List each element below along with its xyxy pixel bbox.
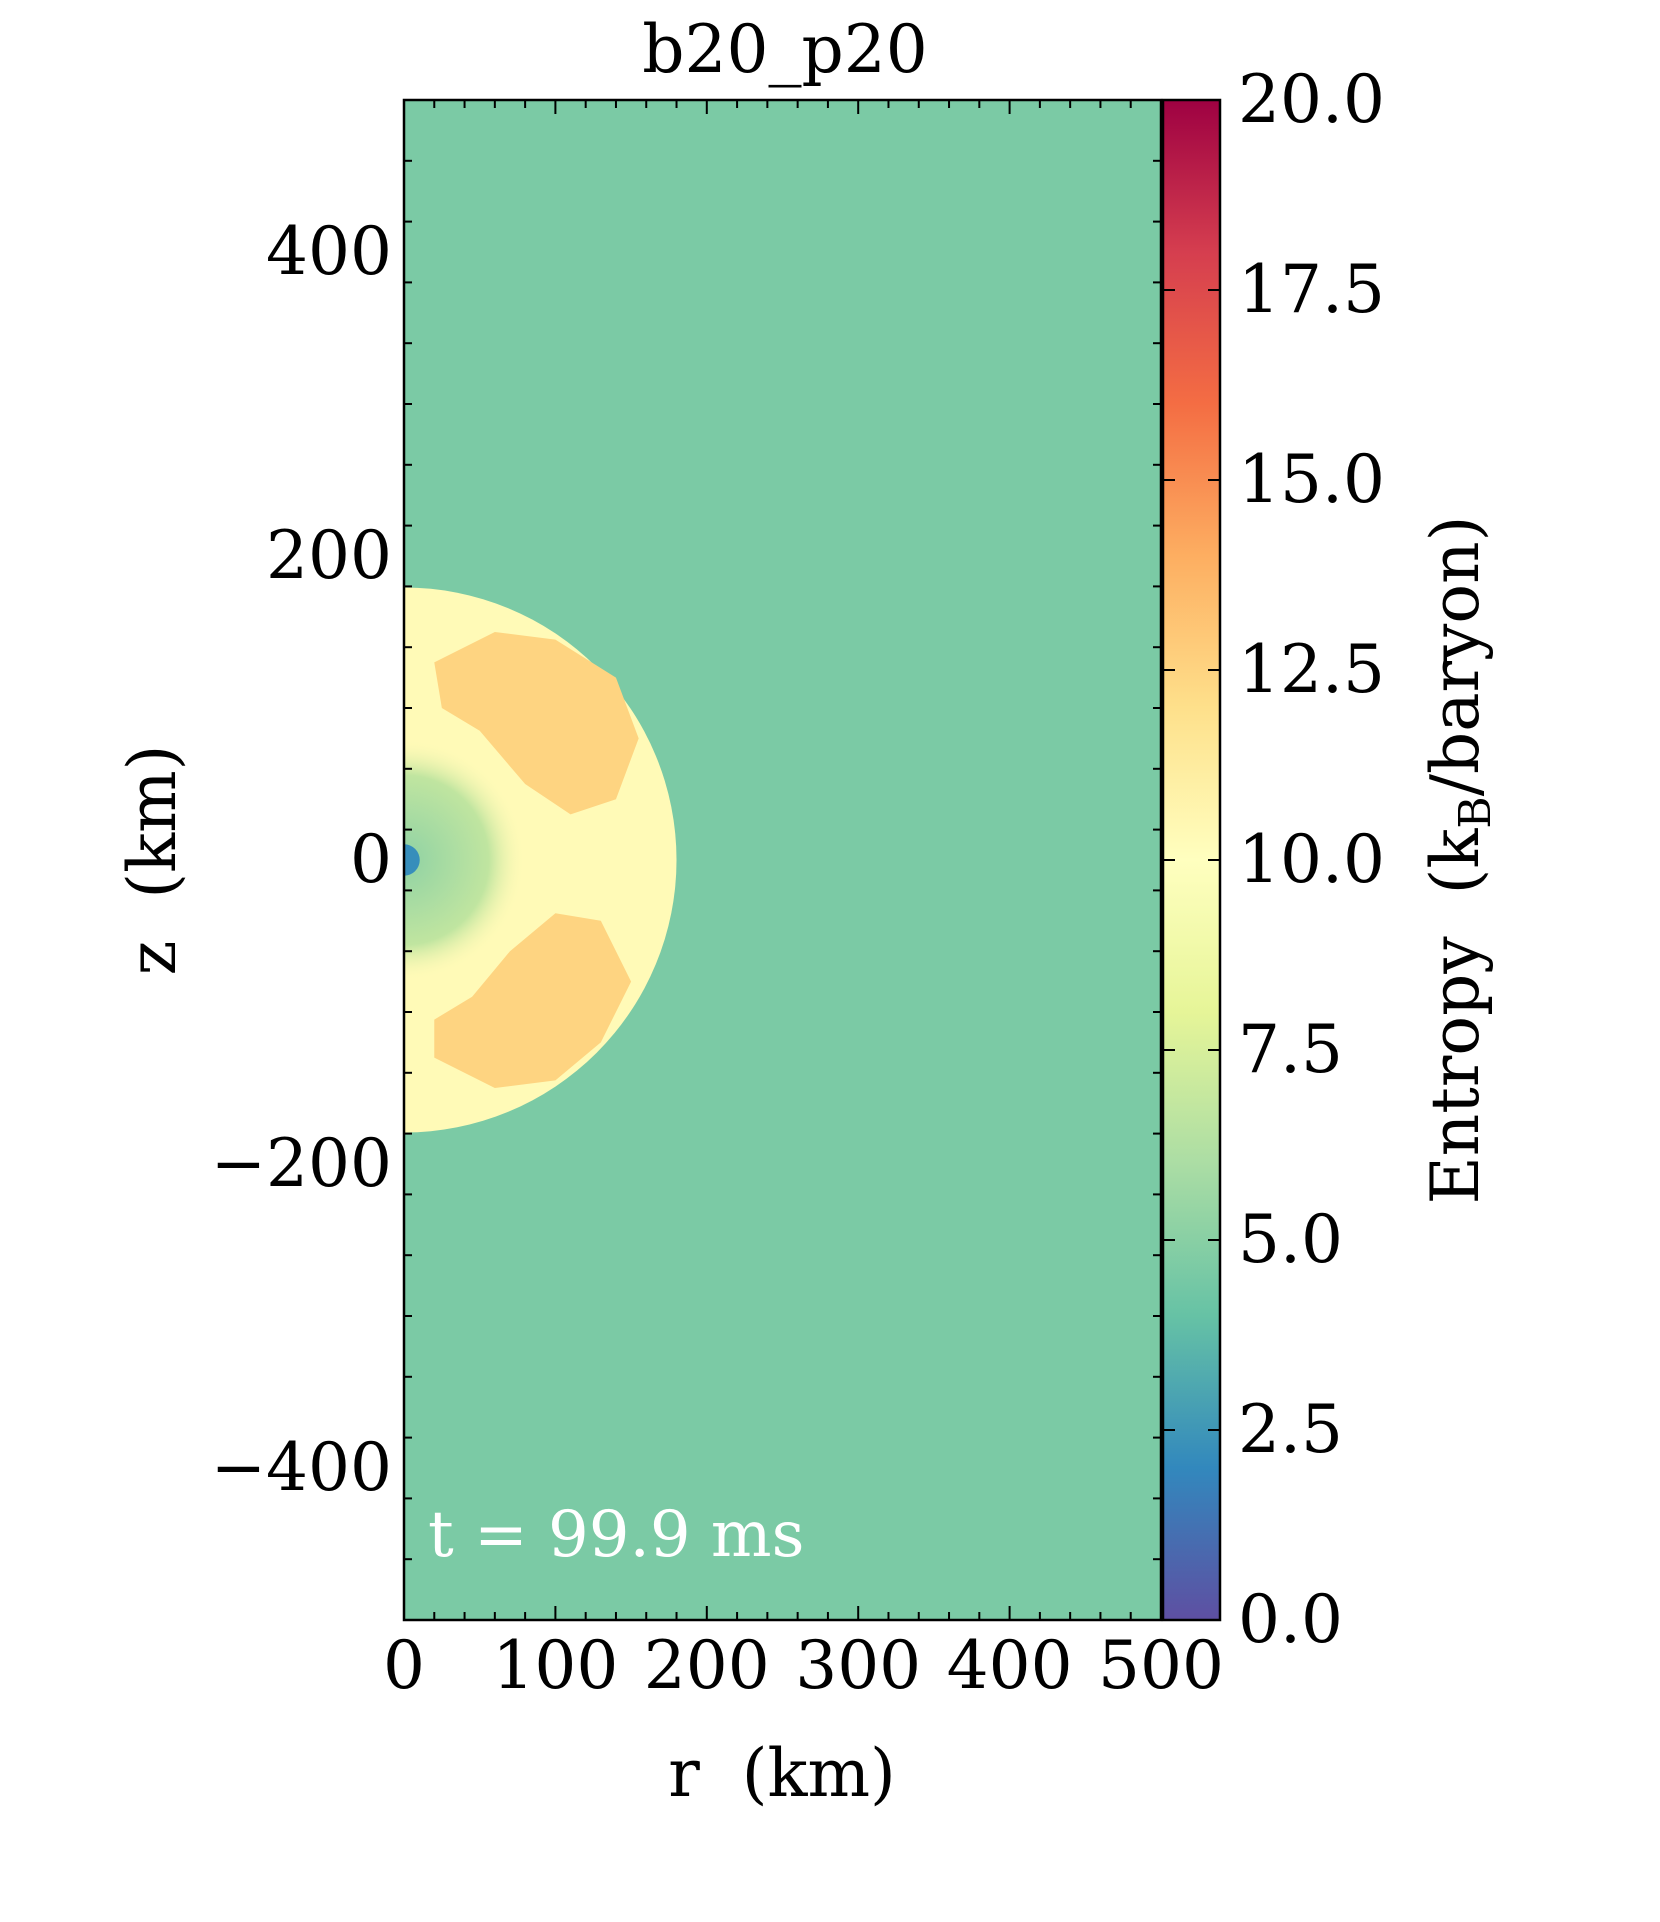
y-tick-label: −200 [211, 1125, 392, 1202]
x-tick-label: 200 [644, 1627, 770, 1704]
colorbar-tick-label: 17.5 [1238, 251, 1385, 328]
y-tick-label: 400 [266, 213, 392, 290]
x-tick-label: 400 [947, 1627, 1073, 1704]
colorbar-tick-label: 5.0 [1238, 1201, 1343, 1278]
colorbar-tick-label: 20.0 [1238, 61, 1385, 138]
x-tick-label: 300 [795, 1627, 921, 1704]
colorbar-tick-label: 7.5 [1238, 1011, 1343, 1088]
y-tick-label: 0 [350, 821, 392, 898]
x-tick-label: 500 [1098, 1627, 1224, 1704]
y-tick-label: −400 [211, 1429, 392, 1506]
heatmap-field [404, 100, 1161, 1620]
plume-regions [434, 632, 639, 1088]
x-tick-label: 0 [383, 1627, 425, 1704]
time-annotation: t = 99.9 ms [428, 1498, 804, 1572]
x-tick-label: 100 [492, 1627, 618, 1704]
colorbar-label-sub: B [1450, 796, 1501, 828]
x-axis: 0 100 200 300 400 500 [383, 100, 1224, 1704]
inner-layer-region [404, 738, 526, 982]
colorbar-tick-label: 2.5 [1238, 1391, 1343, 1468]
chart-title: b20_p20 [642, 11, 927, 88]
colorbar-label: Entropy (kB/baryon) [1417, 516, 1501, 1205]
x-axis-label: r (km) [668, 1735, 896, 1812]
colorbar-label-main: Entropy (k [1417, 828, 1494, 1205]
colorbar-tick-label: 10.0 [1238, 821, 1385, 898]
y-axis: −400 −200 0 200 400 [211, 99, 1161, 1621]
colorbar-ticks: 0.0 2.5 5.0 7.5 10.0 12.5 15.0 17.5 20.0 [1163, 61, 1385, 1658]
y-tick-label: 200 [266, 517, 392, 594]
proto-neutron-star [404, 844, 420, 876]
colorbar-label-end: /baryon) [1417, 516, 1494, 797]
plume-upper [434, 632, 639, 815]
colorbar-tick-label: 0.0 [1238, 1581, 1343, 1658]
colorbar-tick-label: 15.0 [1238, 441, 1385, 518]
colorbar-tick-label: 12.5 [1238, 631, 1385, 708]
plume-lower [434, 913, 632, 1088]
plot-frame [402, 98, 1163, 1622]
y-axis-label: z (km) [114, 745, 191, 976]
